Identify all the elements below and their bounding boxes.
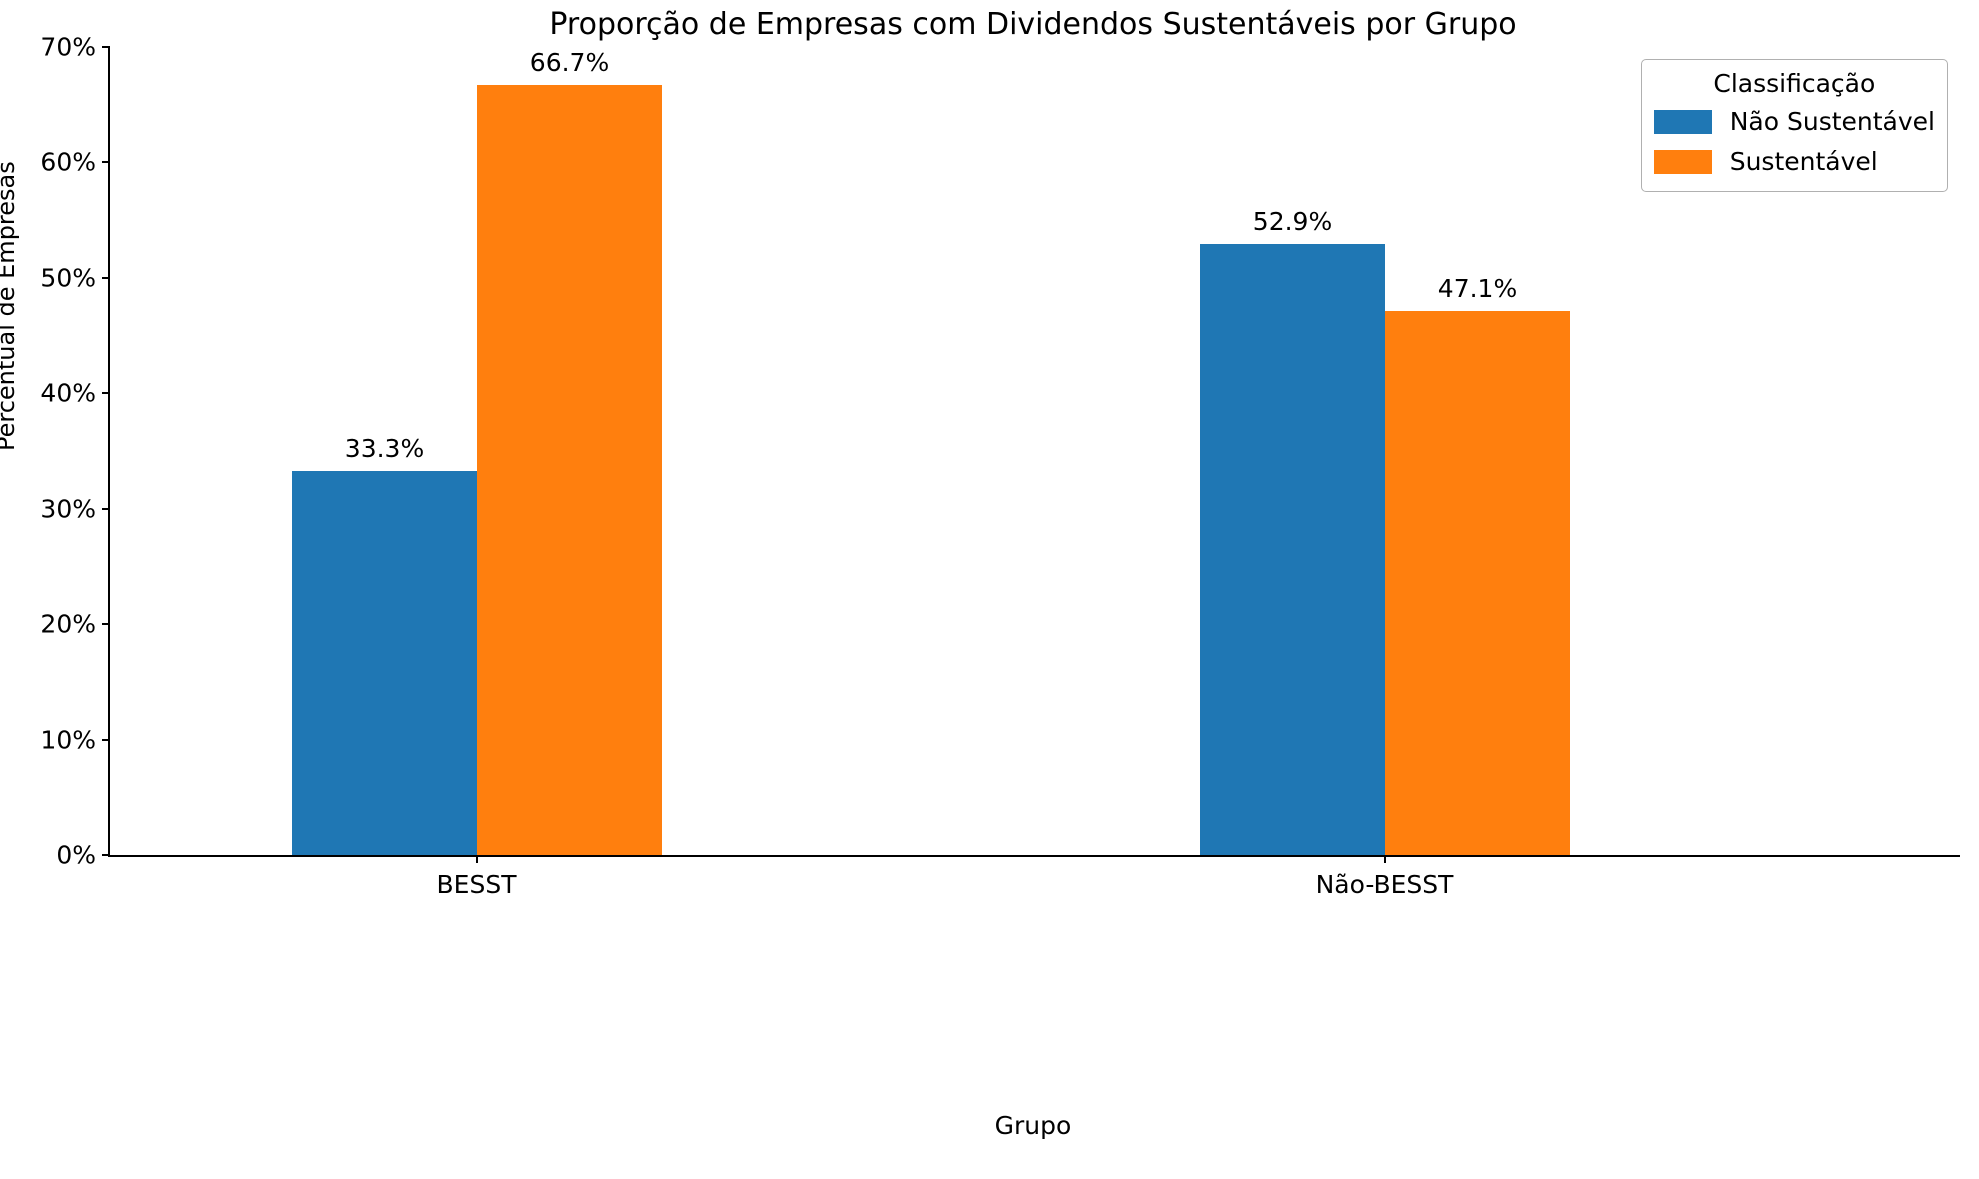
bar-besst-nao-sustentavel[interactable]: 33.3% bbox=[292, 435, 477, 855]
y-tick-label: 60% bbox=[40, 147, 96, 177]
y-tick-label: 20% bbox=[40, 609, 96, 639]
y-tick-mark bbox=[102, 276, 110, 279]
bar-value-label: 66.7% bbox=[529, 47, 610, 77]
y-tick-mark bbox=[102, 738, 110, 741]
legend-swatch-icon bbox=[1653, 150, 1712, 174]
y-tick-label: 70% bbox=[40, 32, 96, 62]
y-axis-label: Percentual de Empresas bbox=[0, 161, 20, 451]
y-tick-label: 0% bbox=[56, 840, 96, 870]
y-tick-mark bbox=[102, 392, 110, 395]
y-tick-mark bbox=[102, 854, 110, 856]
plot-area: 70% 60% 50% 40% 30% 20% 10% 0% bbox=[40, 35, 1960, 899]
y-tick-label: 50% bbox=[40, 263, 96, 293]
bar-value-label: 33.3% bbox=[344, 433, 425, 463]
x-axis-label: Grupo bbox=[994, 1111, 1072, 1140]
legend-entry-label: Não Sustentável bbox=[1729, 107, 1935, 136]
chart-legend: Classificação Não Sustentável Sustentáve… bbox=[1640, 59, 1948, 192]
y-tick-mark bbox=[102, 46, 110, 48]
chart-title: Proporção de Empresas com Dividendos Sus… bbox=[549, 7, 1517, 42]
bar-besst-sustentavel[interactable]: 66.7% bbox=[477, 49, 662, 855]
legend-title: Classificação bbox=[1713, 69, 1876, 98]
bar-value-label: 47.1% bbox=[1437, 274, 1518, 304]
bar-nao-besst-nao-sustentavel[interactable]: 52.9% bbox=[1200, 209, 1385, 855]
y-tick-label: 30% bbox=[40, 494, 96, 524]
bar-nao-besst-sustentavel[interactable]: 47.1% bbox=[1385, 276, 1570, 855]
legend-swatch-icon bbox=[1653, 110, 1712, 134]
y-tick-mark bbox=[102, 507, 110, 510]
legend-entry-nao-sustentavel[interactable]: Não Sustentável bbox=[1653, 102, 1935, 142]
y-tick-label: 40% bbox=[40, 378, 96, 408]
x-tick-mark bbox=[475, 855, 478, 863]
x-tick-mark bbox=[1383, 855, 1386, 863]
bar-value-label: 52.9% bbox=[1252, 207, 1333, 237]
x-tick-label: Não-BESST bbox=[1315, 870, 1454, 899]
legend-entry-sustentavel[interactable]: Sustentável bbox=[1653, 142, 1935, 182]
y-tick-mark bbox=[102, 161, 110, 164]
y-tick-label: 10% bbox=[40, 725, 96, 755]
legend-entry-label: Sustentável bbox=[1729, 147, 1878, 176]
y-tick-mark bbox=[102, 623, 110, 626]
x-tick-label: BESST bbox=[436, 870, 517, 899]
